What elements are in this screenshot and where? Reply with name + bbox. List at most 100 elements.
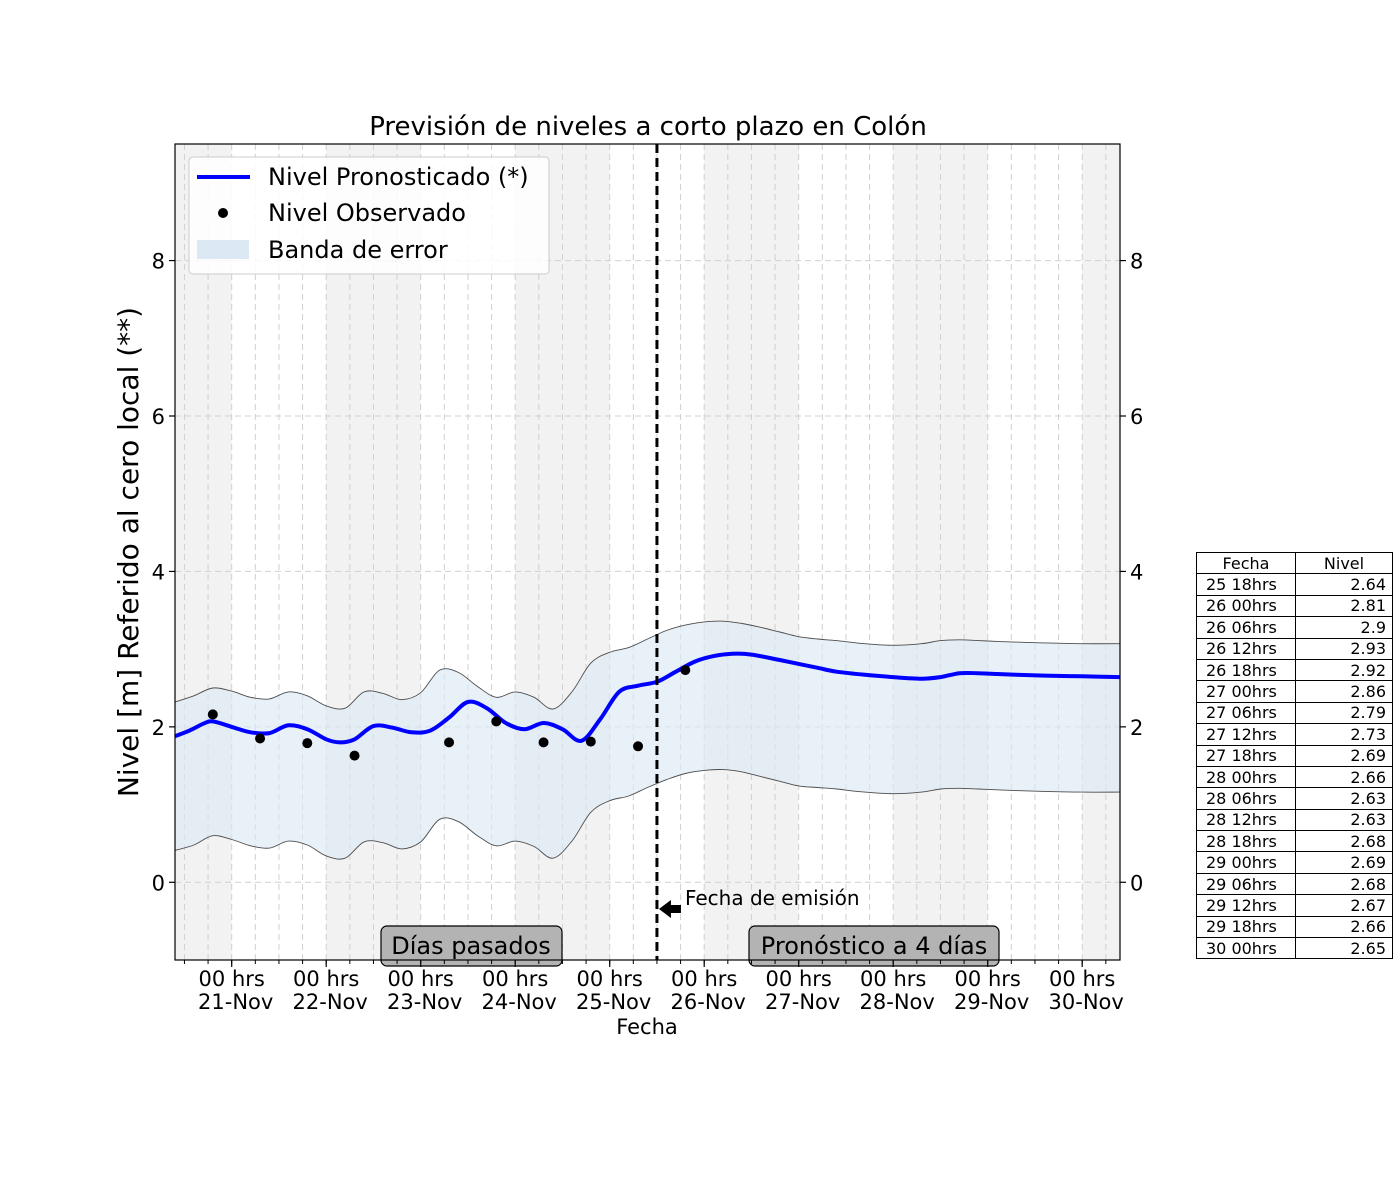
y-tick-label-right: 0 [1130,871,1143,895]
table-cell-level: 2.63 [1295,787,1393,810]
x-tick-label-time: 00 hrs [482,967,548,991]
table-cell-level: 2.73 [1295,723,1393,746]
table-row: 29 18hrs 2.66 [1196,915,1393,939]
table-cell-date: 30 00hrs [1196,937,1296,960]
y-tick-label-right: 2 [1130,716,1143,740]
legend-box [188,156,550,275]
table-cell-level: 2.68 [1295,830,1393,853]
x-tick-label-date: 21-Nov [198,990,273,1014]
x-tick-label-time: 00 hrs [766,967,832,991]
table-cell-date: 27 00hrs [1196,680,1296,703]
table-cell-date: 29 18hrs [1196,915,1296,939]
table-cell-date: 26 12hrs [1196,637,1296,660]
x-tick-label-date: 29-Nov [954,990,1029,1014]
emission-arrow-icon [658,900,681,918]
legend-band-label: Banda de error [268,236,448,264]
x-tick-label-date: 27-Nov [765,990,840,1014]
forecast-label-box [748,925,1000,967]
observed-point [444,737,455,748]
table-cell-level: 2.66 [1295,915,1393,939]
y-ticks: 0 0 2 2 4 4 6 6 8 8 [152,250,1144,896]
past-label: Días pasados [391,932,551,960]
day-shade [1082,144,1120,960]
table-cell-date: 26 00hrs [1196,594,1296,618]
table-row: 28 18hrs 2.68 [1196,830,1393,853]
x-tick-label-time: 00 hrs [955,967,1021,991]
table-row: 30 00hrs 2.65 [1196,937,1393,960]
table-row: 25 18hrs 2.64 [1196,573,1393,596]
table-row: 29 12hrs 2.67 [1196,894,1393,917]
table-cell-date: 29 06hrs [1196,872,1296,896]
y-tick-label-left: 0 [152,871,165,895]
table-row: 26 18hrs 2.92 [1196,658,1393,682]
observed-series [207,665,691,761]
table-cell-date: 25 18hrs [1196,573,1296,596]
table-cell-level: 2.65 [1295,937,1393,960]
table-row: 29 00hrs 2.69 [1196,851,1393,874]
x-tick-label-time: 00 hrs [388,967,454,991]
table-header-date: Fecha [1196,551,1296,575]
table-header-row: Fecha Nivel [1196,551,1393,575]
observed-point [585,736,596,747]
table-cell-date: 29 12hrs [1196,894,1296,917]
table-cell-level: 2.69 [1295,744,1393,767]
x-axis-label: Fecha [616,1015,678,1039]
table-row: 26 00hrs 2.81 [1196,594,1393,618]
legend-forecast-label: Nivel Pronosticado (*) [268,163,529,191]
forecast-table: Fecha Nivel 25 18hrs 2.64 26 00hrs 2.81 26 0… [1196,551,1393,960]
period-labels: Días pasados Pronóstico a 4 días [380,925,1000,967]
y-tick-label-right: 8 [1130,250,1143,274]
table-row: 27 00hrs 2.86 [1196,680,1393,703]
table-cell-level: 2.81 [1295,594,1393,618]
table-cell-level: 2.9 [1295,616,1393,639]
legend: Nivel Pronosticado (*) Nivel Observado B… [188,156,550,275]
chart-title: Previsión de niveles a corto plazo en Co… [369,112,927,142]
table-cell-level: 2.79 [1295,701,1393,725]
table-row: 28 12hrs 2.63 [1196,808,1393,832]
x-tick-label-date: 22-Nov [293,990,368,1014]
table-row: 26 06hrs 2.9 [1196,616,1393,639]
x-tick-label-time: 00 hrs [671,967,737,991]
x-tick-label-time: 00 hrs [293,967,359,991]
observed-point [538,737,549,748]
past-label-box [380,925,563,967]
table-cell-level: 2.64 [1295,573,1393,596]
table-cell-date: 28 06hrs [1196,787,1296,810]
table-cell-date: 27 12hrs [1196,723,1296,746]
table-cell-level: 2.66 [1295,765,1393,789]
y-tick-label-left: 2 [152,716,165,740]
table-row: 27 12hrs 2.73 [1196,723,1393,746]
forecast-series [174,651,1121,745]
table-row: 28 00hrs 2.66 [1196,765,1393,789]
x-tick-label-time: 00 hrs [860,967,926,991]
error-band-lower-edge [174,769,1121,860]
x-tick-label-date: 24-Nov [482,990,557,1014]
table-row: 29 06hrs 2.68 [1196,872,1393,896]
y-tick-label-right: 6 [1130,405,1143,429]
x-tick-label-time: 00 hrs [577,967,643,991]
table-cell-level: 2.67 [1295,894,1393,917]
table-cell-date: 29 00hrs [1196,851,1296,874]
observed-point [680,665,691,676]
table-cell-date: 27 06hrs [1196,701,1296,725]
error-band-upper-edge [174,620,1121,710]
y-axis-label: Nivel [m] Referido al cero local (**) [112,307,145,797]
table-cell-date: 28 12hrs [1196,808,1296,832]
table-row: 27 06hrs 2.79 [1196,701,1393,725]
y-tick-label-left: 4 [152,560,165,584]
table-row: 27 18hrs 2.69 [1196,744,1393,767]
table-cell-level: 2.68 [1295,872,1393,896]
emission-label: Fecha de emisión [685,886,860,910]
x-tick-label-date: 26-Nov [671,990,746,1014]
table-cell-date: 26 18hrs [1196,658,1296,682]
plot-frame [174,143,1121,961]
error-band [174,620,1121,860]
x-tick-label-date: 25-Nov [576,990,651,1014]
table-cell-date: 26 06hrs [1196,616,1296,639]
observed-point [207,709,218,720]
y-tick-label-right: 4 [1130,560,1143,584]
x-tick-label-time: 00 hrs [1049,967,1115,991]
y-tick-label-left: 6 [152,405,165,429]
error-band-area [175,621,1120,860]
